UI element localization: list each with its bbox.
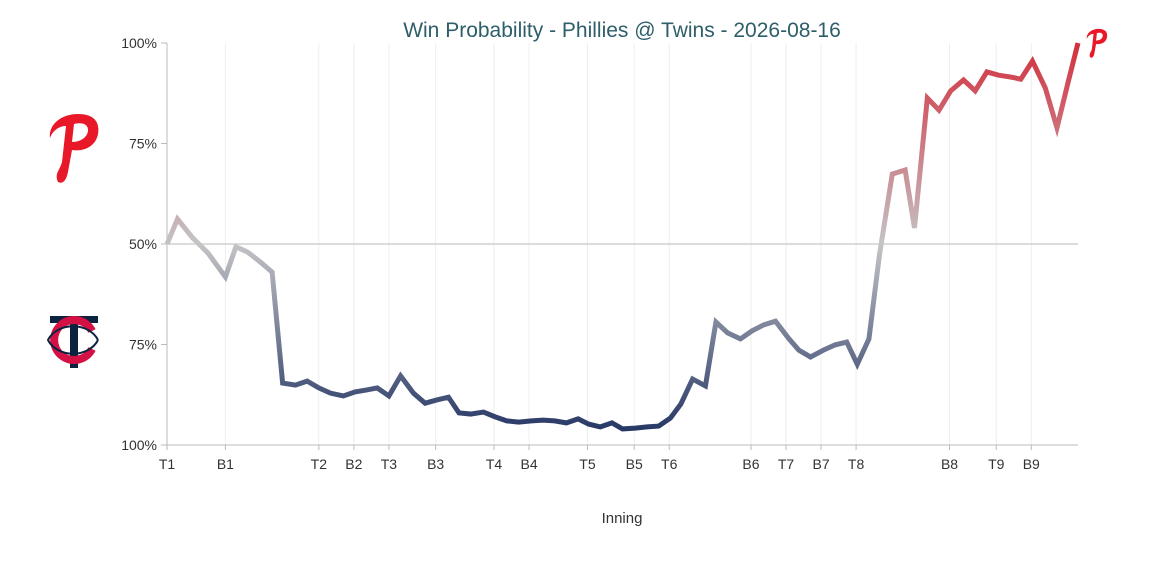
x-tick-label: B7 [812, 456, 829, 472]
x-tick-label: T5 [579, 456, 596, 472]
x-tick-label: B8 [941, 456, 958, 472]
x-tick-label: T3 [381, 456, 398, 472]
x-tick-label: T8 [848, 456, 865, 472]
x-tick-label: T9 [988, 456, 1005, 472]
x-tick-label: B3 [427, 456, 444, 472]
win-probability-line [164, 42, 1081, 432]
y-tick-label: 75% [129, 136, 157, 152]
x-axis-label: Inning [602, 510, 643, 527]
y-tick-label: 100% [121, 437, 157, 453]
twins-logo [46, 316, 99, 368]
x-tick-label: B4 [521, 456, 538, 472]
x-tick-label: T2 [311, 456, 328, 472]
x-tick-label: B5 [626, 456, 643, 472]
phillies-logo [49, 114, 99, 183]
x-tick-label: T6 [661, 456, 678, 472]
x-tick-label: T1 [159, 456, 176, 472]
phillies-logo-small [1086, 28, 1108, 58]
x-tick-label: B1 [217, 456, 234, 472]
y-tick-label: 75% [129, 337, 157, 353]
x-tick-label: T4 [486, 456, 503, 472]
chart-title: Win Probability - Phillies @ Twins - 202… [403, 19, 841, 42]
x-tick-label: B9 [1023, 456, 1040, 472]
y-tick-label: 100% [121, 35, 157, 51]
x-tick-label: T7 [778, 456, 795, 472]
x-tick-label: B6 [742, 456, 759, 472]
y-tick-label: 50% [129, 236, 157, 252]
x-tick-label: B2 [345, 456, 362, 472]
